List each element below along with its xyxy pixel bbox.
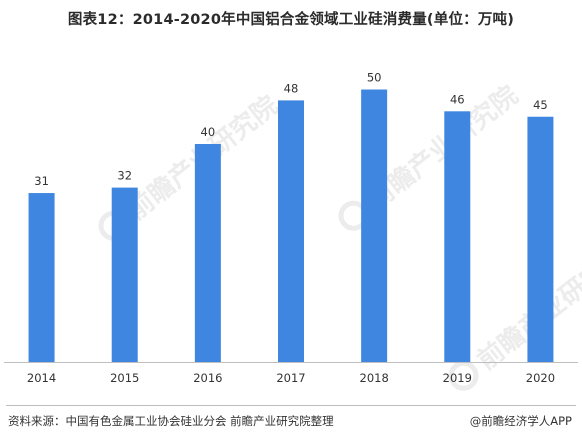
x-tick-label-2018: 2018: [360, 371, 389, 385]
chart-title: 图表12：2014-2020年中国铝合金领域工业硅消费量(单位：万吨): [67, 12, 515, 28]
data-label-2020: 45: [533, 98, 548, 112]
bar-2017: [278, 100, 304, 363]
x-tick-label-2014: 2014: [27, 371, 56, 385]
bar-2015: [111, 187, 138, 362]
bar-chart: 31 2014 32 2015 40 2016 48 2017 50 2018 46 2019 45 20…: [4, 71, 578, 385]
bar-2018: [361, 89, 388, 362]
x-tick-label-2019: 2019: [443, 371, 472, 385]
data-label-2015: 32: [117, 169, 132, 183]
x-tick-label-2015: 2015: [110, 371, 139, 385]
x-tick-label-2017: 2017: [276, 371, 305, 385]
bar-2016: [194, 144, 221, 362]
data-label-2016: 40: [201, 125, 216, 139]
data-label-2019: 46: [450, 92, 465, 106]
x-tick-label-2016: 2016: [193, 371, 222, 385]
bar-2019: [444, 111, 471, 362]
bar-2014: [28, 193, 55, 362]
data-label-2014: 31: [34, 174, 49, 188]
bar-2020: [527, 116, 554, 362]
source-note: 资料来源：中国有色金属工业协会硅业分会 前瞻产业研究院整理: [8, 414, 334, 428]
data-label-2017: 48: [284, 81, 299, 95]
x-tick-label-2020: 2020: [526, 371, 555, 385]
credit-note: @前瞻经济学人APP: [469, 414, 572, 428]
data-label-2018: 50: [367, 71, 382, 85]
footer-divider: [6, 405, 576, 406]
